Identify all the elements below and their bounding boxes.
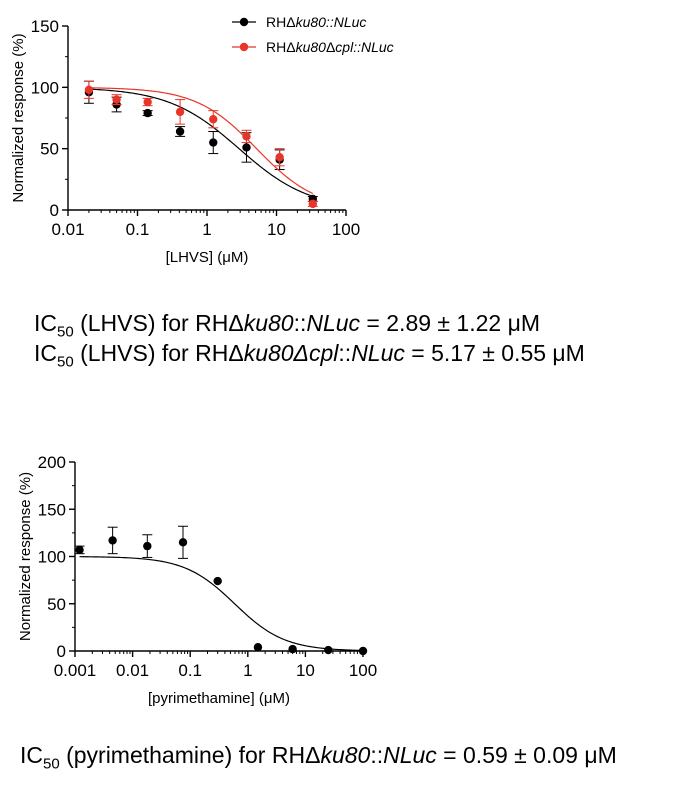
data-point-series-0-4	[213, 576, 222, 586]
data-point-series-0-7	[324, 645, 333, 655]
x-tick-label: 0.1	[126, 220, 150, 239]
x-tick-label: 1	[243, 661, 252, 680]
x-tick-label: 10	[296, 661, 315, 680]
fit-curve-series-0	[88, 88, 314, 197]
x-tick-label: 10	[267, 220, 286, 239]
x-tick-label: 0.001	[54, 661, 97, 680]
legend-marker	[239, 17, 249, 27]
data-point-series-1-6	[275, 153, 284, 162]
ic50-lhvs-ku80: IC50 (LHVS) for RHΔku80::NLuc = 2.89 ± 1…	[34, 310, 540, 341]
y-tick-label: 100	[38, 548, 66, 567]
y-tick-label: 100	[31, 78, 59, 97]
data-point-series-0-3	[178, 538, 188, 547]
data-point-series-1-7	[308, 199, 318, 209]
data-point-series-1-4	[209, 115, 218, 124]
data-point-series-1-1	[112, 95, 121, 104]
data-point-series-1-5	[242, 132, 251, 141]
y-axis-label: Normalized response (%)	[17, 472, 34, 641]
y-tick-label: 150	[31, 17, 59, 36]
x-tick-label: 100	[349, 661, 377, 680]
x-tick-label: 0.01	[116, 661, 149, 680]
y-tick-label: 200	[38, 453, 66, 472]
data-point-series-0-0	[75, 545, 84, 555]
data-point-series-0-5	[253, 643, 263, 652]
data-point-series-0-5	[242, 143, 251, 152]
y-axis-label: Normalized response (%)	[10, 33, 27, 202]
data-point-series-0-8	[358, 646, 368, 656]
x-tick-label: 0.01	[51, 220, 84, 239]
fit-curve-series-1	[88, 87, 314, 195]
ic50-lhvs-ku80-cpl: IC50 (LHVS) for RHΔku80Δcpl::NLuc = 5.17…	[34, 340, 585, 371]
data-point-series-0-1	[108, 536, 117, 545]
ic50-pyrimethamine-ku80: IC50 (pyrimethamine) for RHΔku80::NLuc =…	[20, 742, 617, 773]
legend-marker	[239, 42, 249, 52]
data-point-series-0-4	[209, 138, 218, 147]
x-tick-label: 100	[332, 220, 360, 239]
y-tick-label: 0	[57, 642, 66, 661]
pyrimethamine-dose-response-chart: 0 50 100 150 200 0.001 0.01 0.1 1 10 100 [pyrimetha…	[17, 453, 377, 707]
y-tick-label: 150	[38, 500, 66, 519]
data-point-series-1-2	[143, 97, 152, 107]
legend-label: RHΔku80::NLuc	[266, 14, 366, 30]
data-point-series-0-6	[288, 644, 297, 654]
data-point-series-1-3	[175, 107, 185, 117]
lhvs-dose-response-chart: 0 50 100 150 0.01 0.1 1 10 100 [LHVS] (μM) Normali…	[10, 14, 394, 266]
data-point-series-0-3	[175, 127, 185, 136]
x-tick-label: 1	[202, 220, 211, 239]
x-axis-label: [pyrimethamine] (μM)	[148, 690, 290, 707]
legend-label: RHΔku80Δcpl::NLuc	[266, 39, 394, 55]
y-tick-label: 50	[47, 595, 66, 614]
x-axis-label: [LHVS] (μM)	[166, 249, 249, 266]
fit-curve-series-0	[79, 556, 364, 652]
data-point-series-0-2	[143, 108, 152, 118]
data-point-series-0-2	[143, 541, 152, 551]
data-point-series-1-0	[84, 85, 94, 94]
y-tick-label: 50	[40, 140, 59, 159]
x-tick-label: 0.1	[178, 661, 202, 680]
y-tick-label: 0	[50, 201, 59, 220]
